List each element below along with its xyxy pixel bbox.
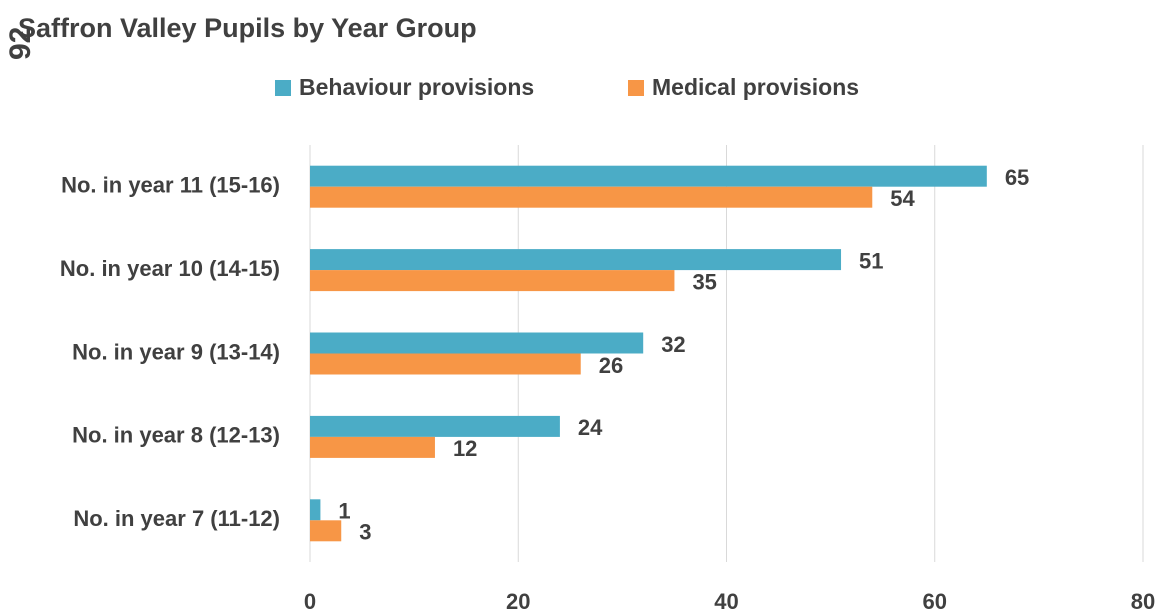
value-label: 51 [859, 248, 883, 273]
bar [310, 499, 321, 521]
value-label: 32 [661, 332, 685, 357]
x-tick-label: 20 [506, 589, 530, 614]
value-label: 1 [338, 499, 350, 524]
bar [310, 249, 842, 271]
y-tick-label: No. in year 9 (13-14) [72, 339, 280, 364]
y-tick-label: No. in year 10 (14-15) [60, 256, 280, 281]
value-label: 26 [599, 353, 623, 378]
bar [310, 353, 581, 375]
bar [310, 165, 987, 187]
value-label: 24 [578, 415, 603, 440]
bar [310, 186, 873, 208]
x-tick-label: 0 [304, 589, 316, 614]
value-label: 3 [359, 520, 371, 545]
value-label: 54 [890, 186, 915, 211]
legend-label: Behaviour provisions [299, 74, 534, 100]
y-tick-label: No. in year 11 (15-16) [61, 173, 280, 198]
x-tick-label: 60 [923, 589, 947, 614]
x-tick-label: 80 [1131, 589, 1155, 614]
y-tick-label: No. in year 7 (11-12) [73, 506, 280, 531]
legend-swatch [275, 80, 291, 96]
bar [310, 332, 644, 354]
page-number: 92 [4, 27, 37, 60]
legend-label: Medical provisions [652, 74, 859, 100]
value-label: 65 [1005, 165, 1029, 190]
value-label: 35 [692, 269, 716, 294]
legend-swatch [628, 80, 644, 96]
x-tick-label: 40 [714, 589, 738, 614]
bar [310, 270, 675, 292]
bar [310, 415, 560, 437]
bar [310, 436, 435, 458]
bar [310, 520, 342, 542]
value-label: 12 [453, 436, 477, 461]
y-tick-label: No. in year 8 (12-13) [72, 423, 280, 448]
chart-title: Saffron Valley Pupils by Year Group [18, 13, 477, 43]
